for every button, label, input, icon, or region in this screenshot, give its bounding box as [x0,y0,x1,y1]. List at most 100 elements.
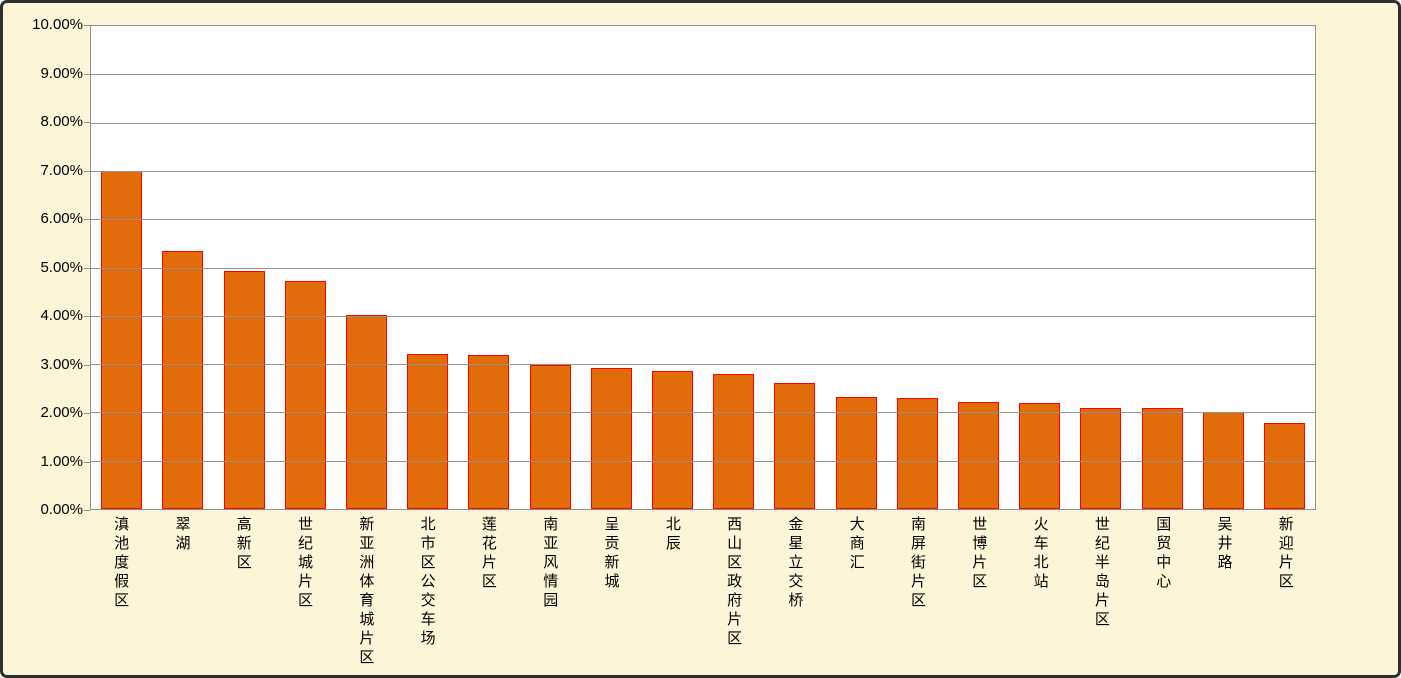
y-axis-tick-label: 6.00% [40,210,83,227]
y-axis-tick-mark [84,122,90,123]
x-label-slot: 翠湖 [151,516,212,554]
bar-slot [213,26,274,509]
bar-火车北站[interactable] [1019,402,1061,509]
x-axis-category-label: 金星立交桥 [786,516,804,611]
bar-国贸中心[interactable] [1141,407,1183,509]
bar-slot [519,26,580,509]
x-axis-category-label: 世博片区 [970,516,988,592]
y-axis-tick-mark [84,267,90,269]
x-axis-category-label: 世纪半岛片区 [1092,516,1110,630]
x-axis-category-label: 南亚风情园 [541,516,559,611]
bar-世纪城片区[interactable] [284,280,326,509]
y-axis-tick-label: 2.00% [40,404,83,421]
x-axis-category-label: 翠湖 [173,516,191,554]
bar-series [91,26,1315,509]
y-axis-tick-mark [84,316,90,317]
y-axis-tick-label: 4.00% [40,307,83,324]
x-label-slot: 新迎片区 [1255,516,1316,592]
bar-slot [642,26,703,509]
y-axis-tick-label: 5.00% [40,258,83,276]
x-label-slot: 呈贡新城 [580,516,641,592]
bar-slot [825,26,886,509]
bar-slot [1254,26,1315,509]
x-label-slot: 火车北站 [1009,516,1070,592]
bar-南亚风情园[interactable] [529,365,571,509]
bar-西山区政府片区[interactable] [713,374,755,509]
bar-slot [336,26,397,509]
x-axis-category-label: 北辰 [663,516,681,554]
y-axis-tick-mark [84,510,90,511]
gridline [91,74,1315,76]
bar-世博片区[interactable] [957,401,999,509]
y-axis-tick-label: 10.00% [32,16,83,33]
y-axis-tick-label: 9.00% [40,64,83,82]
x-axis-category-label: 北市区公交车场 [418,516,436,649]
x-label-slot: 国贸中心 [1132,516,1193,592]
x-label-slot: 世纪城片区 [274,516,335,611]
x-label-slot: 南亚风情园 [519,516,580,611]
x-label-slot: 吴井路 [1193,516,1254,573]
y-axis-tick-mark [84,413,90,414]
y-axis-tick-label: 8.00% [40,113,83,130]
x-label-slot: 西山区政府片区 [703,516,764,649]
x-axis-category-label: 世纪城片区 [296,516,314,611]
x-axis-category-label: 火车北站 [1031,516,1049,592]
bar-slot [1070,26,1131,509]
bar-大商汇[interactable] [835,397,877,509]
bar-slot [458,26,519,509]
bar-世纪半岛片区[interactable] [1080,407,1122,509]
bar-翠湖[interactable] [162,250,204,509]
y-axis-tick-label: 7.00% [40,161,83,179]
x-axis-category-label: 西山区政府片区 [725,516,743,649]
x-axis-category-label: 大商汇 [847,516,865,573]
x-label-slot: 世纪半岛片区 [1071,516,1132,630]
bar-slot [887,26,948,509]
gridline [91,412,1315,414]
bar-新亚洲体育城片区[interactable] [345,314,387,509]
gridline [91,364,1315,366]
gridline [91,219,1315,221]
gridline [91,170,1315,172]
bar-南屏街片区[interactable] [896,397,938,509]
bar-新迎片区[interactable] [1263,423,1305,509]
x-label-slot: 北辰 [642,516,703,554]
y-axis-tick-mark [84,364,90,366]
bar-莲花片区[interactable] [468,355,510,509]
gridline [91,315,1315,317]
y-axis-tick-mark [84,73,90,75]
x-axis-category-label: 南屏街片区 [909,516,926,611]
y-axis-tick-mark [84,25,90,26]
x-axis-category-label: 国贸中心 [1154,516,1172,592]
x-axis-category-label: 呈贡新城 [602,516,620,592]
bar-北辰[interactable] [651,371,693,509]
bar-金星立交桥[interactable] [774,383,816,509]
x-label-slot: 世博片区 [948,516,1009,592]
bar-slot [275,26,336,509]
y-axis-tick-mark [84,219,90,220]
gridline [91,122,1315,124]
x-axis-category-labels: 滇池度假区 翠湖 高新区 世纪城片区 新亚洲体育城片区 北市区公交车场 莲花片区 南亚风情园 呈… [90,516,1316,668]
x-axis-category-label: 滇池度假区 [112,516,130,611]
y-axis-tick-label: 1.00% [40,452,83,470]
x-axis-category-label: 新迎片区 [1276,516,1294,592]
plot-area [90,25,1316,510]
bar-slot [581,26,642,509]
y-axis-tick-label: 3.00% [40,355,83,373]
x-label-slot: 北市区公交车场 [396,516,457,649]
y-axis-tick-mark [84,170,90,172]
bar-slot [948,26,1009,509]
x-label-slot: 莲花片区 [458,516,519,592]
x-axis-category-label: 高新区 [234,516,252,573]
x-label-slot: 新亚洲体育城片区 [335,516,396,668]
bar-北市区公交车场[interactable] [407,354,449,509]
bar-滇池度假区[interactable] [101,170,143,509]
bar-高新区[interactable] [223,271,265,509]
bar-slot [764,26,825,509]
y-axis-tick-mark [84,461,90,463]
bar-slot [397,26,458,509]
bar-呈贡新城[interactable] [590,367,632,509]
x-axis-category-label: 莲花片区 [479,516,497,592]
x-label-slot: 金星立交桥 [764,516,825,611]
bar-slot [91,26,152,509]
